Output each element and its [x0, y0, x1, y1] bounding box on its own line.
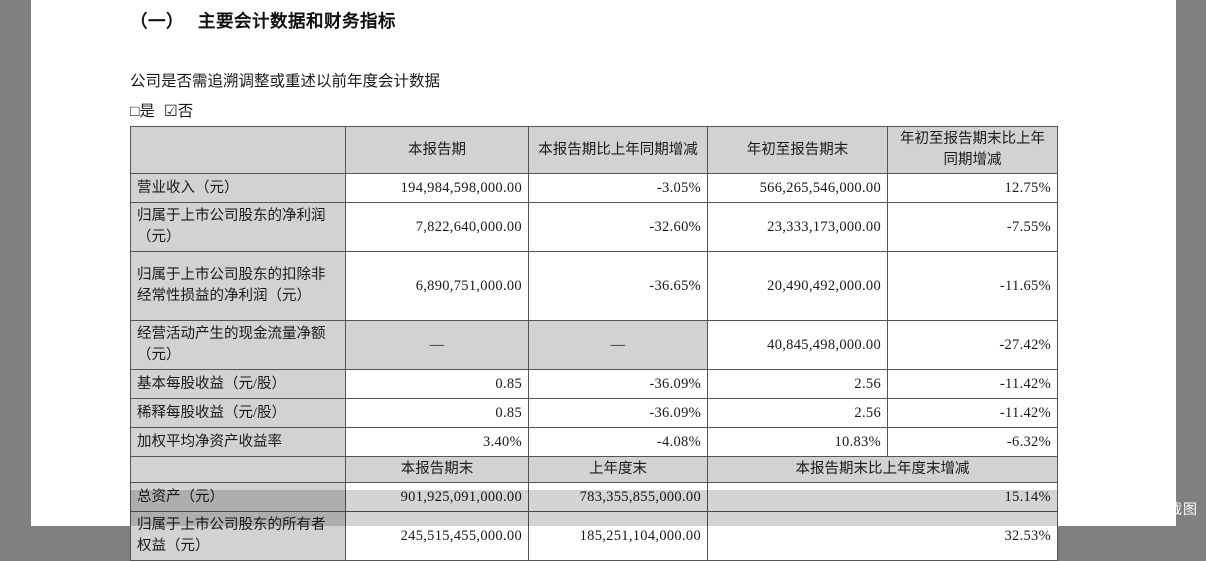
- row-label: 经营活动产生的现金流量净额（元）: [130, 320, 346, 370]
- row-value: 23,333,173,000.00: [707, 202, 888, 252]
- row-value: 901,925,091,000.00: [345, 482, 529, 512]
- row-label: 营业收入（元）: [130, 173, 346, 203]
- row-label: 归属于上市公司股东的净利润（元）: [130, 202, 346, 252]
- row-value: -27.42%: [887, 320, 1058, 370]
- choice-no-checkbox[interactable]: ☑否: [163, 103, 194, 120]
- header-cell-period-end: 本报告期末: [345, 456, 529, 483]
- table-row: 稀释每股收益（元/股） 0.85 -36.09% 2.56 -11.42%: [130, 398, 1058, 428]
- header-cell-ytd: 年初至报告期末: [707, 126, 888, 174]
- row-label: 加权平均净资产收益率: [130, 427, 346, 457]
- row-label: 基本每股收益（元/股）: [130, 369, 346, 399]
- row-value: -11.42%: [887, 369, 1058, 399]
- row-value: -3.05%: [528, 173, 708, 203]
- document-page: （一） 主要会计数据和财务指标 公司是否需追溯调整或重述以前年度会计数据 □是 ☑否…: [31, 0, 1176, 561]
- row-value: 245,515,455,000.00: [345, 511, 529, 561]
- table-row: 归属于上市公司股东的所有者权益（元） 245,515,455,000.00 18…: [130, 511, 1058, 561]
- row-value: 6,890,751,000.00: [345, 251, 529, 321]
- row-value: -32.60%: [528, 202, 708, 252]
- row-value: 783,355,855,000.00: [528, 482, 708, 512]
- table-header-row-bottom: 本报告期末 上年度末 本报告期末比上年度末增减: [130, 456, 1058, 483]
- row-value: —: [345, 320, 529, 370]
- row-label: 稀释每股收益（元/股）: [130, 398, 346, 428]
- choice-yes-checkbox[interactable]: □是: [130, 103, 155, 120]
- row-value: 0.85: [345, 398, 529, 428]
- header-cell-ytd-yoy: 年初至报告期末比上年同期增减: [887, 126, 1058, 174]
- row-value: -36.65%: [528, 251, 708, 321]
- table-row: 经营活动产生的现金流量净额（元） — — 40,845,498,000.00 -…: [130, 320, 1058, 370]
- document-text-block: （一） 主要会计数据和财务指标 公司是否需追溯调整或重述以前年度会计数据 □是 ☑否: [130, 0, 1060, 122]
- row-value: —: [528, 320, 708, 370]
- row-value: 7,822,640,000.00: [345, 202, 529, 252]
- row-value: -6.32%: [887, 427, 1058, 457]
- table-row: 加权平均净资产收益率 3.40% -4.08% 10.83% -6.32%: [130, 427, 1058, 457]
- section-number: （一）: [130, 11, 184, 31]
- row-value: 12.75%: [887, 173, 1058, 203]
- row-value: -36.09%: [528, 369, 708, 399]
- screenshot-root: { "document": { "section_number": "（一）",…: [31, 0, 1198, 561]
- row-value: -11.65%: [887, 251, 1058, 321]
- row-value: 194,984,598,000.00: [345, 173, 529, 203]
- row-value: 40,845,498,000.00: [707, 320, 888, 370]
- row-value: -4.08%: [528, 427, 708, 457]
- choice-group: □是 ☑否: [130, 93, 1060, 122]
- question-text: 公司是否需追溯调整或重述以前年度会计数据: [130, 73, 441, 90]
- header-cell-period-end-change: 本报告期末比上年度末增减: [707, 456, 1058, 483]
- table-header-row-top: 本报告期 本报告期比上年同期增减 年初至报告期末 年初至报告期末比上年同期增减: [130, 126, 1058, 174]
- row-value: 0.85: [345, 369, 529, 399]
- watermark-label: 比亚迪财报截图: [1093, 501, 1198, 517]
- row-value: 32.53%: [707, 511, 1058, 561]
- page-title: （一） 主要会计数据和财务指标: [130, 0, 1060, 35]
- row-label: 归属于上市公司股东的所有者权益（元）: [130, 511, 346, 561]
- table-row: 归属于上市公司股东的扣除非经常性损益的净利润（元） 6,890,751,000.…: [130, 251, 1058, 321]
- row-label: 归属于上市公司股东的扣除非经常性损益的净利润（元）: [130, 251, 346, 321]
- header-cell-current-period: 本报告期: [345, 126, 529, 174]
- header-cell-blank-2: [130, 456, 346, 483]
- row-value: -7.55%: [887, 202, 1058, 252]
- table-row: 营业收入（元） 194,984,598,000.00 -3.05% 566,26…: [130, 173, 1058, 203]
- table-row: 基本每股收益（元/股） 0.85 -36.09% 2.56 -11.42%: [130, 369, 1058, 399]
- row-value: 3.40%: [345, 427, 529, 457]
- row-value: 185,251,104,000.00: [528, 511, 708, 561]
- row-value: -36.09%: [528, 398, 708, 428]
- financial-data-table: 本报告期 本报告期比上年同期增减 年初至报告期末 年初至报告期末比上年同期增减 …: [130, 126, 1058, 561]
- header-cell-prior-year-end: 上年度末: [528, 456, 708, 483]
- row-value: 2.56: [707, 369, 888, 399]
- row-value: 20,490,492,000.00: [707, 251, 888, 321]
- row-value: 2.56: [707, 398, 888, 428]
- table-row: 总资产（元） 901,925,091,000.00 783,355,855,00…: [130, 482, 1058, 512]
- row-value: 566,265,546,000.00: [707, 173, 888, 203]
- row-value: -11.42%: [887, 398, 1058, 428]
- row-value: 15.14%: [707, 482, 1058, 512]
- row-value: 10.83%: [707, 427, 888, 457]
- table-row: 归属于上市公司股东的净利润（元） 7,822,640,000.00 -32.60…: [130, 202, 1058, 252]
- header-cell-blank: [130, 126, 346, 174]
- row-label: 总资产（元）: [130, 482, 346, 512]
- section-title: 主要会计数据和财务指标: [198, 11, 396, 31]
- header-cell-current-period-yoy: 本报告期比上年同期增减: [528, 126, 708, 174]
